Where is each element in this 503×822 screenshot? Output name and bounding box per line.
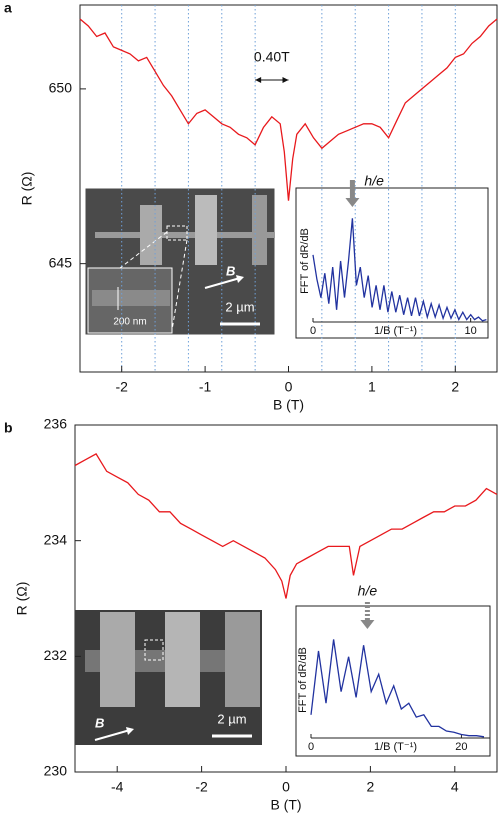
field-arrowhead: [236, 275, 244, 283]
data-line: [74, 453, 498, 599]
x-tick-label: 4: [451, 779, 459, 795]
x-tick-label: -4: [111, 779, 124, 795]
x-tick-label: 0: [310, 325, 316, 337]
y-axis-label: R (Ω): [19, 172, 35, 206]
x-tick-label: 0: [308, 741, 314, 753]
field-arrowhead: [126, 727, 134, 735]
x-tick-label: 0: [285, 379, 293, 395]
x-tick-label: -2: [115, 379, 128, 395]
marker-arrowhead: [360, 620, 375, 629]
x-axis-label: B (T): [273, 397, 304, 413]
zoom-line: [171, 239, 188, 331]
sem-wire-zoom: [92, 290, 170, 306]
sem-contact: [100, 612, 135, 707]
sem-wire: [95, 232, 275, 238]
marker-arrowhead: [345, 198, 360, 207]
period-label: 0.40T: [254, 49, 290, 65]
field-label: B: [226, 263, 235, 278]
sem-contact: [252, 195, 267, 265]
data-line: [79, 18, 498, 201]
field-arrow: [204, 277, 241, 289]
sem-contact: [195, 195, 217, 265]
x-axis-label: 1/B (T⁻¹): [374, 741, 417, 753]
y-tick-label: 232: [44, 647, 68, 663]
sem-contact: [165, 612, 200, 707]
x-tick-label: 2: [367, 779, 375, 795]
x-tick-label: 1: [368, 379, 376, 395]
data-line: [310, 639, 485, 738]
y-tick-label: 645: [49, 254, 73, 270]
inset-frame: [295, 187, 489, 339]
marker-label: h/e: [364, 173, 384, 189]
x-tick-label: 2: [451, 379, 459, 395]
x-tick-label: 10: [465, 325, 477, 337]
y-axis-label: R (Ω): [14, 582, 30, 616]
data-line: [312, 218, 487, 322]
x-tick-label: -2: [195, 779, 208, 795]
y-tick-label: 236: [44, 416, 68, 432]
zoom-line: [119, 231, 168, 269]
scale-label: 2 µm: [217, 711, 246, 726]
y-axis-label: FFT of dR/dB: [299, 228, 311, 294]
scale-label: 2 µm: [225, 299, 254, 314]
y-tick-label: 650: [49, 80, 73, 96]
zoom-box: [144, 639, 164, 661]
x-tick-label: 0: [282, 779, 290, 795]
sem-contact: [225, 612, 260, 707]
x-axis-label: B (T): [270, 797, 301, 813]
panel-label: a: [4, 0, 12, 16]
inset-frame: [295, 605, 491, 757]
scale-label: 200 nm: [113, 317, 146, 328]
x-tick-label: 20: [455, 741, 467, 753]
y-axis-label: FFT of dR/dB: [297, 647, 309, 713]
marker-label: h/e: [358, 583, 378, 599]
zoom-box: [166, 225, 188, 241]
field-label: B: [95, 715, 104, 730]
y-tick-label: 230: [44, 763, 68, 779]
x-axis-label: 1/B (T⁻¹): [374, 325, 417, 337]
y-tick-label: 234: [44, 531, 68, 547]
x-tick-label: -1: [199, 379, 212, 395]
field-arrow: [94, 729, 131, 741]
panel-label: b: [4, 420, 13, 436]
sem-contact: [140, 205, 162, 265]
